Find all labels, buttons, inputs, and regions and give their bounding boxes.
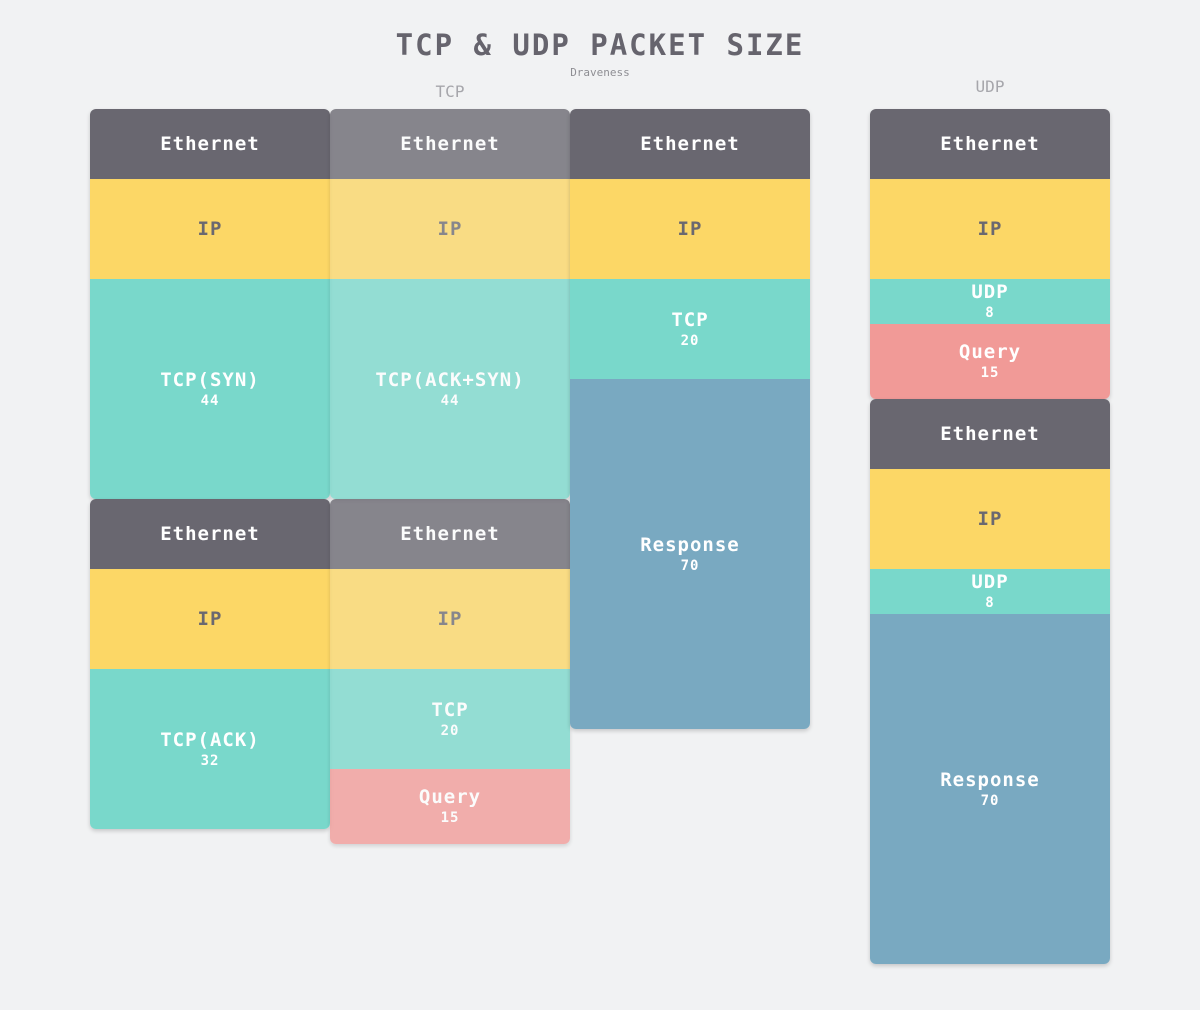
layer-size: 32	[200, 752, 220, 769]
tcp-group-label: TCP	[435, 82, 465, 101]
layer-label: TCP(ACK)	[160, 728, 260, 751]
layer-label: UDP	[971, 281, 1009, 303]
tcp-layer: TCP(ACK+SYN) 44	[330, 279, 570, 499]
layer-label: Ethernet	[940, 133, 1040, 155]
layer-label: Ethernet	[160, 523, 260, 545]
ip-layer: IP	[870, 469, 1110, 569]
ethernet-layer: Ethernet	[330, 109, 570, 179]
diagram-title: TCP & UDP PACKET SIZE	[395, 28, 805, 62]
author-credit: Draveness	[570, 66, 630, 79]
response-layer: Response 70	[870, 614, 1110, 964]
layer-size: 44	[440, 392, 460, 409]
layer-size: 20	[680, 332, 700, 349]
layer-size: 8	[985, 305, 995, 321]
response-layer: Response 70	[570, 379, 810, 729]
udp-group-label: UDP	[975, 77, 1005, 96]
ip-layer: IP	[90, 569, 330, 669]
udp-query-packet: Ethernet IP UDP 8 Query 15	[870, 109, 1110, 399]
ethernet-layer: Ethernet	[870, 399, 1110, 469]
layer-label: TCP(SYN)	[160, 368, 260, 391]
tcp-layer: TCP(ACK) 32	[90, 669, 330, 829]
ethernet-layer: Ethernet	[570, 109, 810, 179]
tcp-syn-packet: Ethernet IP TCP(SYN) 44	[90, 109, 330, 499]
layer-label: UDP	[971, 571, 1009, 593]
udp-response-packet: Ethernet IP UDP 8 Response 70	[870, 399, 1110, 964]
layer-size: 20	[440, 722, 460, 739]
layer-label: Ethernet	[940, 423, 1040, 445]
query-layer: Query 15	[330, 769, 570, 844]
tcp-layer: TCP(SYN) 44	[90, 279, 330, 499]
udp-layer: UDP 8	[870, 569, 1110, 614]
ip-layer: IP	[90, 179, 330, 279]
tcp-response-packet: Ethernet IP TCP 20 Response 70	[570, 109, 810, 729]
layer-label: TCP	[671, 308, 709, 331]
tcp-layer: TCP 20	[330, 669, 570, 769]
layer-label: Query	[418, 786, 482, 808]
ip-layer: IP	[870, 179, 1110, 279]
layer-size: 70	[680, 557, 700, 574]
layer-label: IP	[197, 218, 223, 240]
layer-label: IP	[977, 218, 1003, 240]
layer-label: Response	[640, 533, 740, 556]
layer-label: TCP	[431, 698, 469, 721]
tcp-synack-packet: Ethernet IP TCP(ACK+SYN) 44	[330, 109, 570, 499]
layer-label: Response	[940, 768, 1040, 791]
layer-size: 15	[440, 810, 460, 826]
udp-layer: UDP 8	[870, 279, 1110, 324]
layer-label: IP	[437, 608, 463, 630]
layer-label: TCP(ACK+SYN)	[375, 368, 525, 391]
layer-label: Ethernet	[400, 133, 500, 155]
ethernet-layer: Ethernet	[330, 499, 570, 569]
layer-size: 44	[200, 392, 220, 409]
tcp-layer: TCP 20	[570, 279, 810, 379]
ip-layer: IP	[570, 179, 810, 279]
layer-size: 8	[985, 595, 995, 611]
layer-label: IP	[197, 608, 223, 630]
layer-label: Query	[958, 341, 1022, 363]
layer-label: Ethernet	[640, 133, 740, 155]
ethernet-layer: Ethernet	[90, 109, 330, 179]
layer-label: IP	[437, 218, 463, 240]
layer-size: 15	[980, 365, 1000, 381]
tcp-ack-packet: Ethernet IP TCP(ACK) 32	[90, 499, 330, 829]
layer-label: Ethernet	[160, 133, 260, 155]
ethernet-layer: Ethernet	[90, 499, 330, 569]
query-layer: Query 15	[870, 324, 1110, 399]
ethernet-layer: Ethernet	[870, 109, 1110, 179]
ip-layer: IP	[330, 179, 570, 279]
layer-label: IP	[677, 218, 703, 240]
layer-size: 70	[980, 792, 1000, 809]
layer-label: Ethernet	[400, 523, 500, 545]
layer-label: IP	[977, 508, 1003, 530]
ip-layer: IP	[330, 569, 570, 669]
tcp-query-packet: Ethernet IP TCP 20 Query 15	[330, 499, 570, 844]
